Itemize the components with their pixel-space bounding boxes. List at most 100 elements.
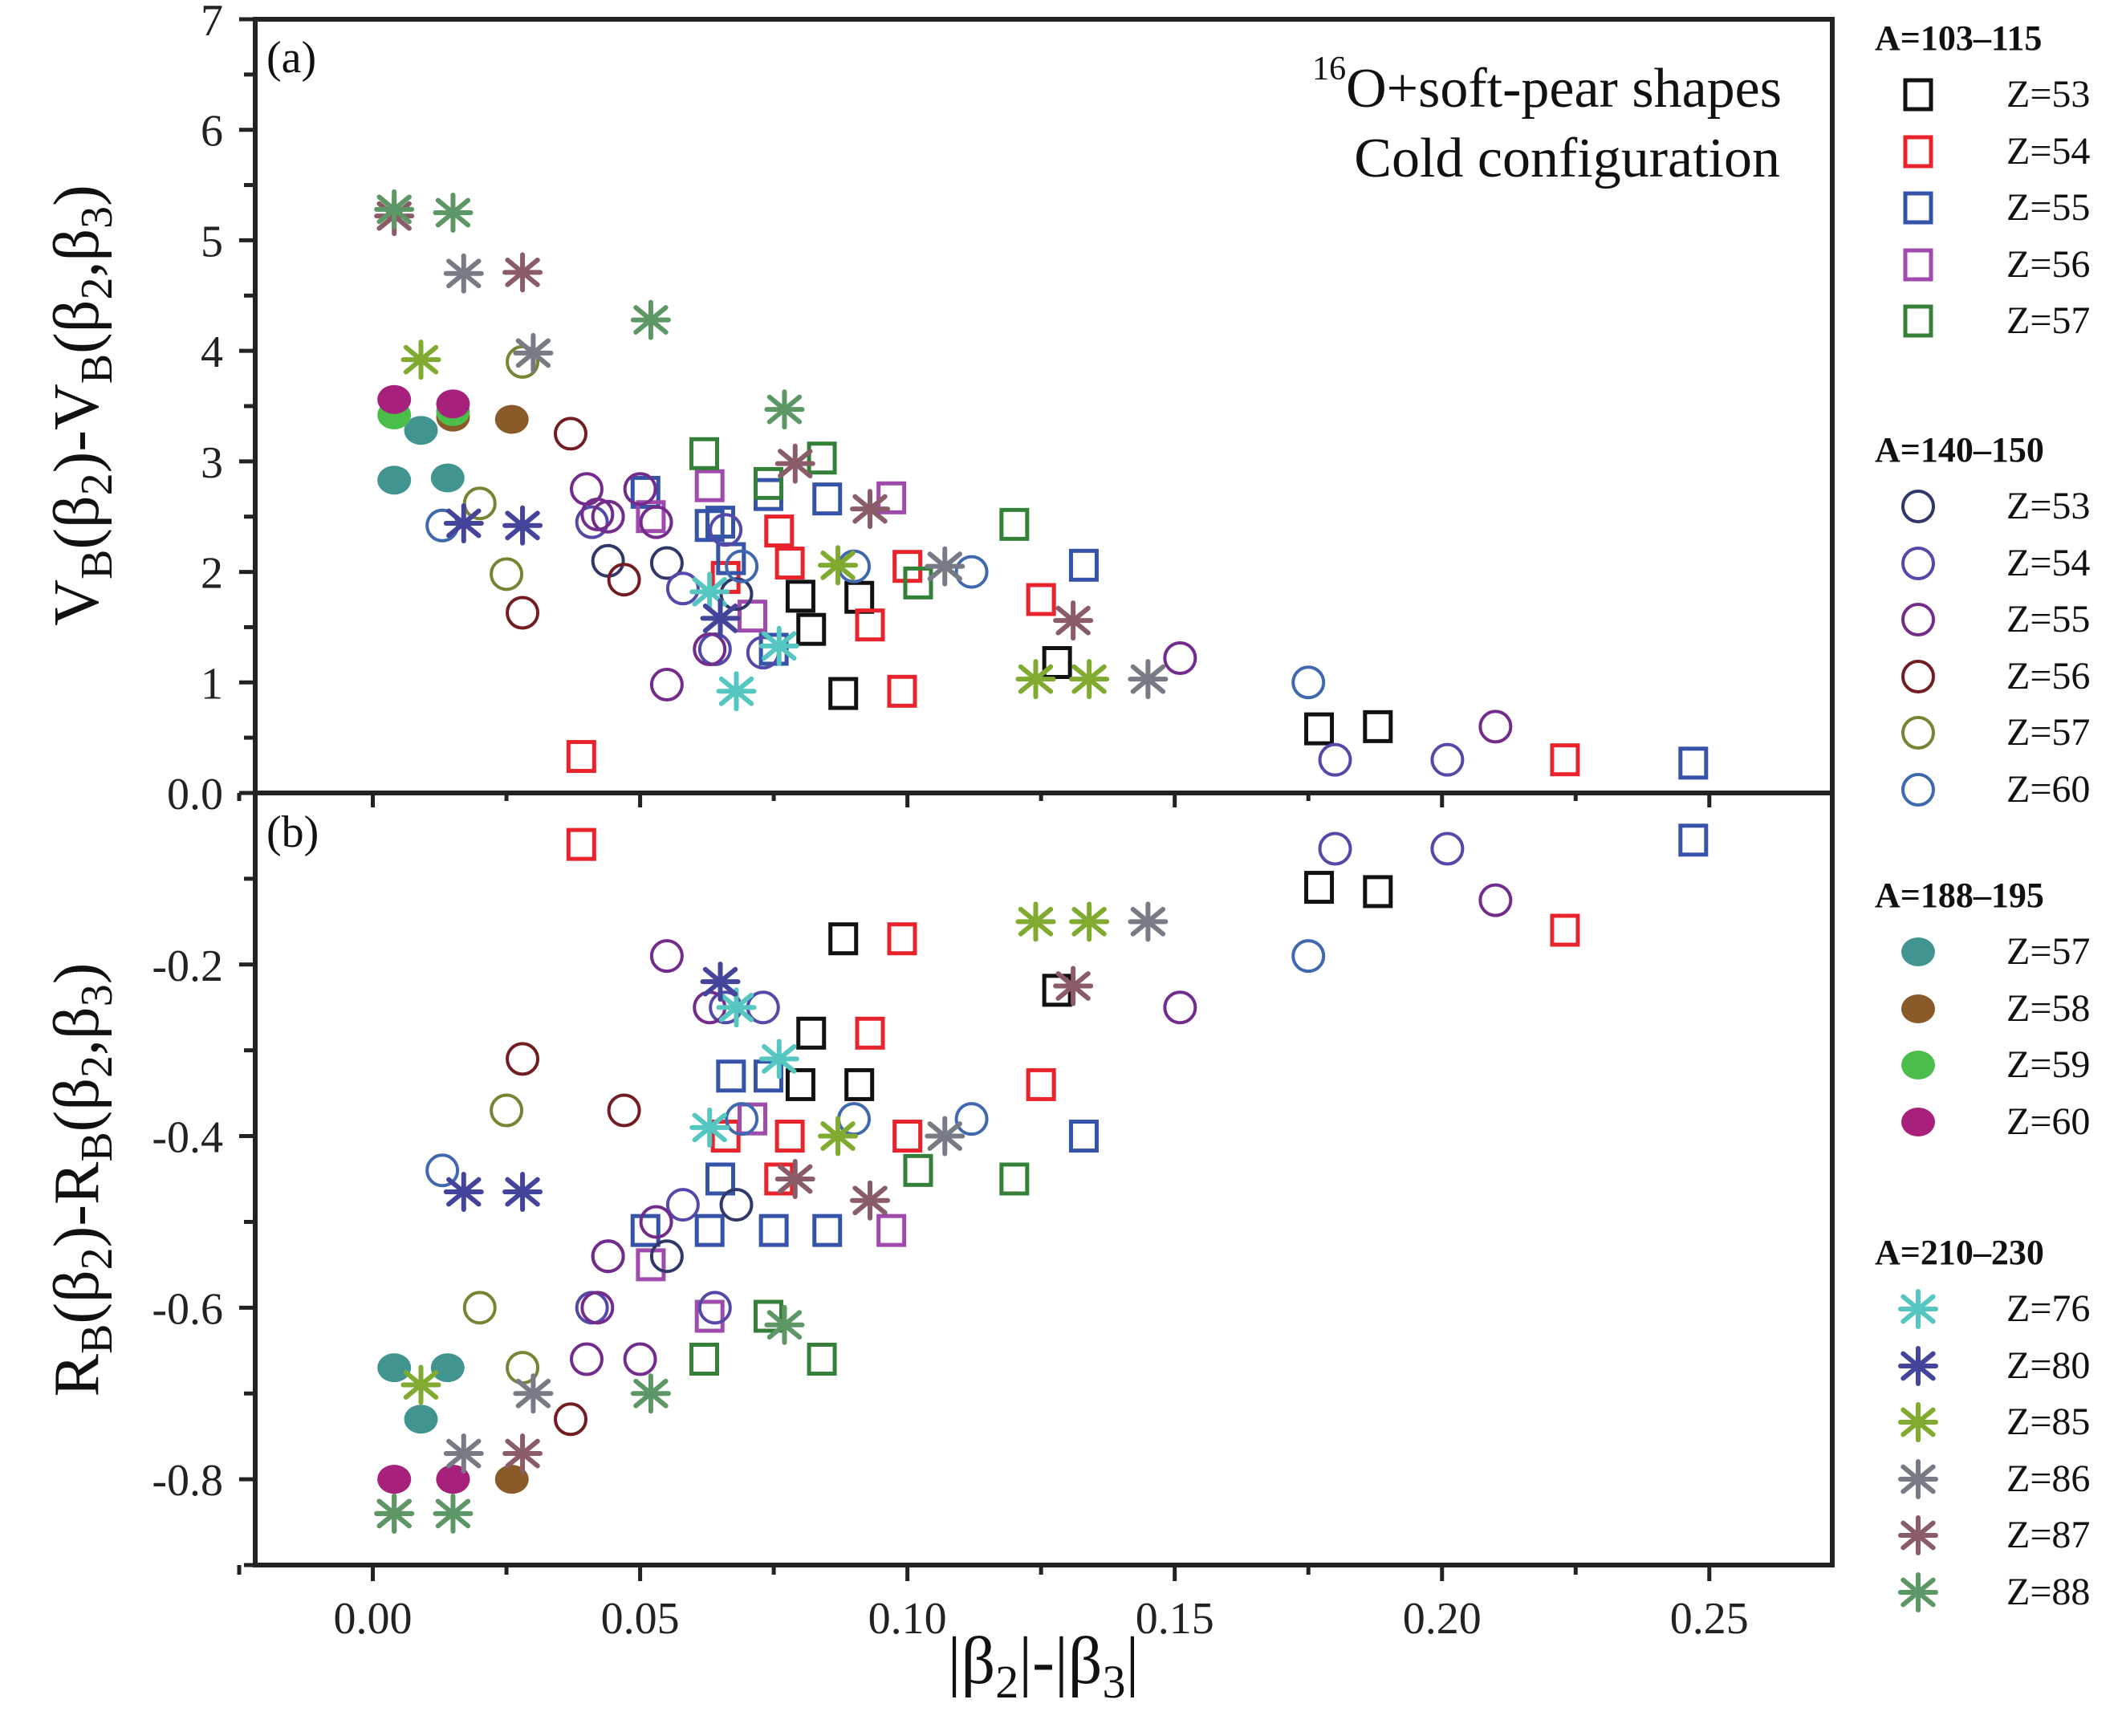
- legend-item: Z=53: [1894, 71, 2090, 119]
- point-b-square-a-103-115-z-55: [630, 1214, 661, 1247]
- point-a-circle-a-140-150-z-55: [639, 505, 673, 539]
- legend-marker: [1898, 1458, 1938, 1499]
- panel-a-label: (a): [266, 33, 317, 83]
- point-a-square-a-103-115-z-53: [1042, 645, 1072, 679]
- legend-label: Z=88: [2006, 1570, 2091, 1613]
- point-a-square-a-103-115-z-57: [903, 566, 933, 600]
- y-tick-label-b: -0.8: [152, 1456, 223, 1506]
- filled-circle-marker-icon: [1901, 1051, 1935, 1079]
- point-b-asterisk-a-210-230-z-88: [764, 1304, 805, 1345]
- y-tick-label-b: -0.2: [152, 941, 223, 991]
- x-tick-label: 0.20: [1403, 1594, 1482, 1644]
- point-a-asterisk-a-210-230-z-88: [433, 193, 474, 233]
- filled-circle-marker-icon: [1901, 1107, 1935, 1136]
- point-a-circle-a-140-150-z-54: [1318, 742, 1352, 777]
- point-b-circle-a-140-150-z-55: [639, 1205, 673, 1239]
- point-b-asterisk-a-210-230-z-88: [374, 1493, 415, 1534]
- point-b-circle-a-140-150-z-60: [1291, 939, 1326, 974]
- point-a-asterisk-a-210-230-z-76: [716, 671, 757, 712]
- point-b-square-a-103-115-z-54: [855, 1016, 885, 1050]
- legend-marker: [1901, 772, 1935, 807]
- point-b-square-a-103-115-z-56: [636, 1248, 666, 1282]
- point-a-circle-a-140-150-z-60: [1291, 665, 1326, 700]
- point-a-asterisk-a-210-230-z-85: [400, 339, 441, 380]
- point-a-asterisk-a-210-230-z-76: [758, 625, 799, 666]
- point-a-asterisk-a-210-230-z-86: [513, 332, 554, 373]
- legend-label: Z=53: [2006, 73, 2091, 116]
- point-b-asterisk-a-210-230-z-85: [400, 1364, 441, 1405]
- legend-marker: [1901, 716, 1935, 750]
- legend-label: Z=57: [2006, 930, 2091, 973]
- y-tick-label-a: 1: [201, 659, 223, 709]
- point-b-circle-a-140-150-z-55: [623, 1342, 657, 1376]
- point-a-circle-a-140-150-z-55: [580, 497, 615, 531]
- point-a-circle-a-140-150-z-56: [506, 596, 540, 630]
- point-a-circle-a-140-150-z-55: [623, 472, 657, 506]
- legend-group-title: A=103–115: [1875, 18, 2043, 58]
- square-marker-icon: [1903, 78, 1933, 112]
- point-b-asterisk-a-210-230-z-85: [1069, 901, 1110, 942]
- point-b-square-a-103-115-z-56: [737, 1102, 767, 1136]
- legend-group-title: A=210–230: [1875, 1233, 2044, 1272]
- legend-item: Z=55: [1894, 184, 2090, 232]
- axes: [237, 17, 1835, 1581]
- legend-marker: [1903, 248, 1933, 281]
- point-b-filled-circle-a-188-195-z-57: [377, 1353, 412, 1383]
- point-b-square-a-103-115-z-57: [903, 1153, 933, 1187]
- point-b-asterisk-a-210-230-z-87: [774, 1159, 815, 1199]
- legend-marker: [1901, 994, 1935, 1023]
- legend-item: Z=56: [1894, 241, 2090, 289]
- point-b-circle-a-140-150-z-53: [719, 1188, 754, 1222]
- point-b-circle-a-140-150-z-60: [954, 1102, 989, 1136]
- point-a-asterisk-a-210-230-z-85: [818, 545, 859, 586]
- annotation-line2: Cold configuration: [1354, 128, 1780, 189]
- legend-marker: [1901, 603, 1935, 636]
- point-b-circle-a-140-150-z-54: [697, 1291, 732, 1325]
- legend-label: Z=87: [2006, 1514, 2091, 1556]
- legend-label: Z=55: [2006, 598, 2091, 640]
- point-a-circle-a-140-150-z-55: [649, 668, 684, 702]
- point-b-square-a-103-115-z-57: [999, 1162, 1030, 1196]
- point-b-square-a-103-115-z-55: [812, 1214, 843, 1247]
- point-a-circle-a-140-150-z-56: [607, 563, 641, 597]
- asterisk-marker-icon: [1898, 1289, 1938, 1329]
- point-a-asterisk-a-210-230-z-87: [850, 489, 891, 530]
- point-a-circle-a-140-150-z-54: [575, 505, 609, 539]
- point-b-square-a-103-115-z-55: [1068, 1120, 1099, 1153]
- filled-circle-marker-icon: [1901, 937, 1935, 966]
- square-marker-icon: [1903, 135, 1933, 168]
- point-b-square-a-103-115-z-57: [689, 1342, 720, 1376]
- point-a-asterisk-a-210-230-z-80: [443, 502, 484, 543]
- x-tick-label: 0.10: [868, 1594, 947, 1644]
- point-a-circle-a-140-150-z-56: [554, 417, 587, 451]
- point-a-asterisk-a-210-230-z-87: [502, 252, 543, 293]
- point-a-square-a-103-115-z-56: [876, 481, 907, 514]
- asterisk-marker-icon: [1898, 1515, 1938, 1555]
- circle-marker-icon: [1901, 546, 1935, 580]
- legend-item: Z=53: [1894, 482, 2090, 531]
- point-a-circle-a-140-150-z-53: [591, 543, 625, 578]
- legend-label: Z=80: [2006, 1344, 2091, 1387]
- point-a-asterisk-a-210-230-z-85: [1069, 659, 1110, 700]
- point-b-asterisk-a-210-230-z-80: [502, 1172, 543, 1213]
- square-marker-icon: [1903, 191, 1933, 225]
- point-a-square-a-103-115-z-56: [694, 469, 725, 502]
- point-b-circle-a-140-150-z-55: [649, 939, 684, 974]
- y-tick-label-a: 5: [201, 217, 223, 266]
- legend-label: Z=76: [2006, 1287, 2091, 1330]
- point-a-circle-a-140-150-z-55: [1478, 709, 1513, 744]
- point-a-circle-a-140-150-z-54: [1430, 742, 1465, 777]
- legend-label: Z=58: [2006, 986, 2091, 1030]
- legend-marker: [1901, 1107, 1935, 1136]
- panel-b-label: (b): [266, 807, 319, 857]
- annotation-line1: 16O+soft-pear shapes: [1312, 50, 1782, 121]
- legend-group-title: A=188–195: [1875, 876, 2044, 915]
- legend-label: Z=57: [2006, 299, 2091, 342]
- legend-label: Z=60: [2006, 767, 2091, 811]
- point-a-circle-a-140-150-z-55: [591, 499, 625, 534]
- legend-marker: [1898, 1571, 1938, 1612]
- annotation-text-1: O+soft-pear shapes: [1346, 58, 1782, 120]
- point-a-square-a-103-115-z-55: [630, 475, 661, 509]
- point-b-square-a-103-115-z-53: [828, 922, 859, 956]
